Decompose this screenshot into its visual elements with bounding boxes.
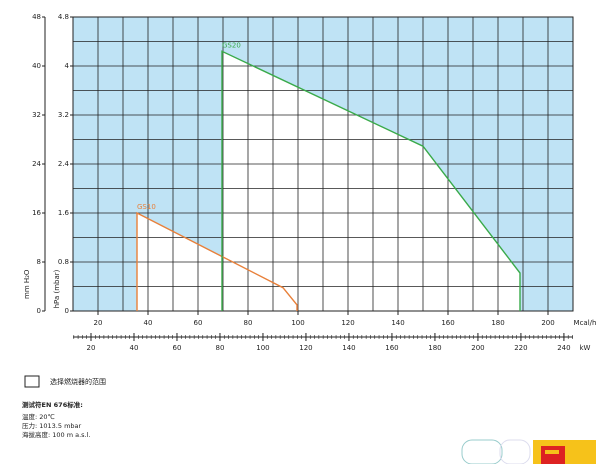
legend-box xyxy=(24,375,40,388)
x2-tick-label: 140 xyxy=(342,344,355,352)
x-tick-label: 40 xyxy=(144,319,153,327)
x-tick-label: 120 xyxy=(341,319,354,327)
y-axis-label: hPa (mbar) xyxy=(53,269,61,308)
field-area xyxy=(222,51,520,312)
note: 海拔高度: 100 m a.s.l. xyxy=(22,430,91,439)
x-tick-label: 140 xyxy=(391,319,404,327)
x-tick-label: 60 xyxy=(194,319,203,327)
y2-tick-label: 32 xyxy=(32,111,41,119)
series-label: GS20 xyxy=(222,41,241,49)
y2-axis-label: mm H₂O xyxy=(23,269,31,299)
x-tick-label: 160 xyxy=(441,319,454,327)
x2-tick-label: 80 xyxy=(216,344,225,352)
series-label: GS10 xyxy=(137,203,156,211)
legend-text: 选择燃烧器的范围 xyxy=(50,377,106,386)
x2-tick-label: 20 xyxy=(87,344,96,352)
x-tick-label: 200 xyxy=(541,319,554,327)
note: 压力: 1013.5 mbar xyxy=(22,421,82,430)
x2-axis-label: kW xyxy=(580,344,591,352)
y-tick-label: 2.4 xyxy=(58,160,70,168)
x2-tick-label: 60 xyxy=(173,344,182,352)
series-line xyxy=(221,50,521,311)
x2-tick-label: 100 xyxy=(256,344,269,352)
y2-tick-label: 16 xyxy=(32,209,41,217)
x2-tick-label: 40 xyxy=(130,344,139,352)
x-tick-label: 100 xyxy=(291,319,304,327)
x2-tick-label: 180 xyxy=(428,344,441,352)
x2-tick-label: 240 xyxy=(557,344,570,352)
note: 测试符EN 676标准: xyxy=(22,400,83,409)
logo xyxy=(461,439,596,464)
y-tick-label: 0 xyxy=(65,307,69,315)
x2-tick-label: 220 xyxy=(514,344,527,352)
x2-tick-label: 200 xyxy=(471,344,484,352)
y2-tick-label: 48 xyxy=(32,13,41,21)
x2-tick-label: 160 xyxy=(385,344,398,352)
y-tick-label: 1.6 xyxy=(58,209,70,217)
x-tick-label: 20 xyxy=(94,319,103,327)
series-line xyxy=(136,211,298,311)
y2-tick-label: 8 xyxy=(37,258,41,266)
y-tick-label: 3.2 xyxy=(58,111,69,119)
x-tick-label: 180 xyxy=(491,319,504,327)
note: 温度: 20℃ xyxy=(22,412,55,421)
y-tick-label: 0.8 xyxy=(58,258,69,266)
y-tick-label: 4.8 xyxy=(58,13,69,21)
y-tick-label: 4 xyxy=(65,62,70,70)
x-tick-label: 80 xyxy=(244,319,253,327)
y2-tick-label: 40 xyxy=(32,62,41,70)
x2-tick-label: 120 xyxy=(299,344,312,352)
x-axis-label: Mcal/h xyxy=(574,319,596,327)
y2-tick-label: 24 xyxy=(32,160,41,168)
y2-tick-label: 0 xyxy=(37,307,41,315)
